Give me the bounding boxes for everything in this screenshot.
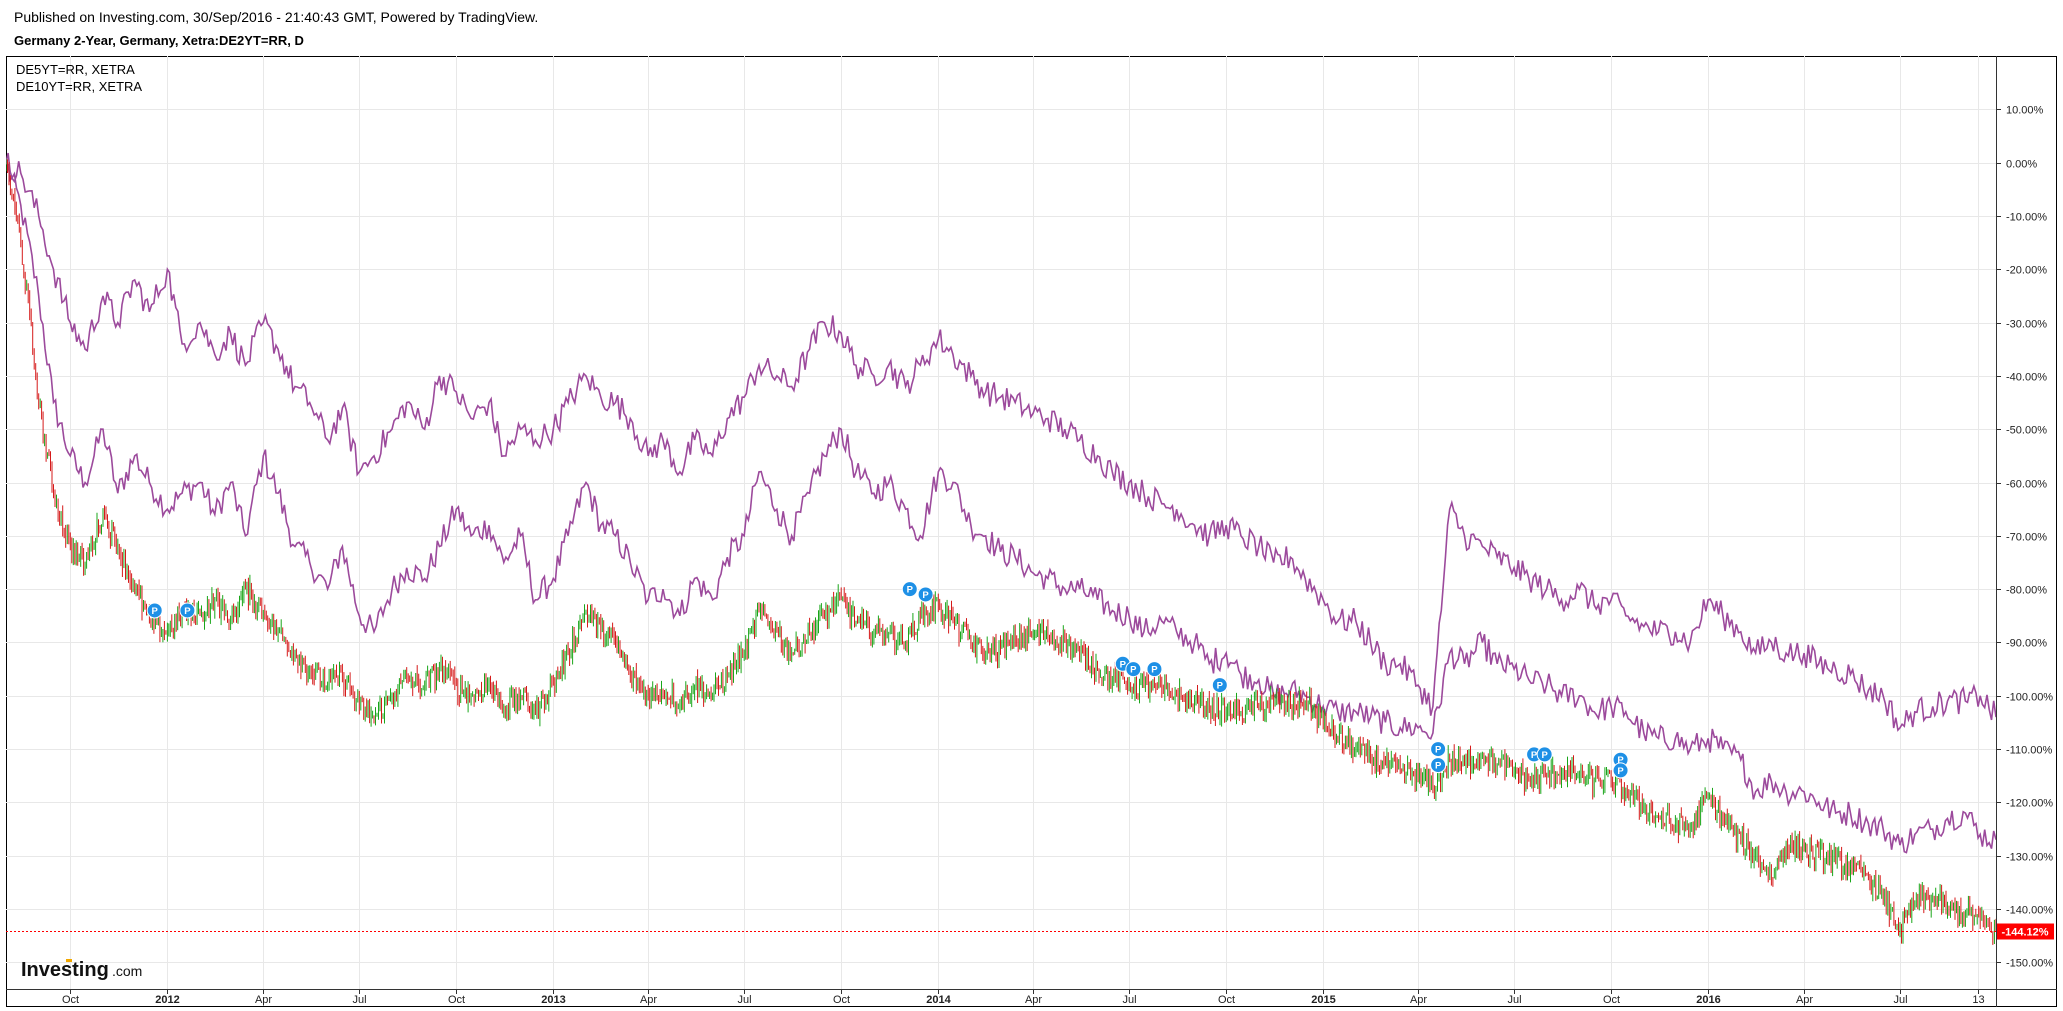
x-tick-label: 13 bbox=[1972, 994, 1984, 1006]
x-tick-label: 2016 bbox=[1696, 994, 1720, 1006]
idea-marker-label: P bbox=[1541, 750, 1548, 761]
chart-grid bbox=[6, 56, 1996, 989]
x-tick-label: 2012 bbox=[155, 994, 179, 1006]
x-tick-label: Apr bbox=[640, 994, 657, 1006]
y-axis: 10.00% 0.00% -10.00% -20.00% -30.00% -40.00% -… bbox=[1996, 105, 2053, 970]
investing-logo: Investing .com bbox=[21, 959, 142, 981]
logo-suffix: .com bbox=[112, 963, 142, 979]
y-tick-label: -100.00% bbox=[2006, 692, 2053, 704]
idea-marker-label: P bbox=[1120, 659, 1127, 670]
x-tick-label: Oct bbox=[62, 994, 79, 1006]
y-tick-label: -150.00% bbox=[2006, 958, 2053, 970]
legend: DE5YT=RR, XETRA DE10YT=RR, XETRA bbox=[16, 62, 142, 94]
x-tick-label: Jul bbox=[1507, 994, 1521, 1006]
idea-marker bbox=[1430, 757, 1447, 774]
x-tick-label: Apr bbox=[255, 994, 272, 1006]
idea-marker bbox=[179, 602, 196, 619]
x-tick-label: Oct bbox=[833, 994, 850, 1006]
y-tick-label: -10.00% bbox=[2006, 212, 2047, 224]
idea-marker-label: P bbox=[1435, 745, 1442, 756]
y-tick-label: -140.00% bbox=[2006, 905, 2053, 917]
x-tick-label: 2013 bbox=[541, 994, 565, 1006]
x-tick-label: Apr bbox=[1410, 994, 1427, 1006]
idea-marker bbox=[1536, 746, 1553, 763]
idea-marker bbox=[917, 586, 934, 603]
idea-marker-label: P bbox=[1617, 766, 1624, 777]
x-tick-label: Jul bbox=[737, 994, 751, 1006]
x-tick-label: Apr bbox=[1025, 994, 1042, 1006]
x-tick-label: Oct bbox=[1603, 994, 1620, 1006]
x-tick-label: Jul bbox=[1893, 994, 1907, 1006]
x-tick-label: Jul bbox=[1122, 994, 1136, 1006]
idea-marker bbox=[146, 602, 163, 619]
idea-marker bbox=[1125, 661, 1142, 678]
x-tick-label: Apr bbox=[1796, 994, 1813, 1006]
x-tick-label: Oct bbox=[448, 994, 465, 1006]
last-price-label: -144.12% bbox=[2001, 927, 2048, 939]
y-tick-label: -70.00% bbox=[2006, 532, 2047, 544]
x-tick-label: 2015 bbox=[1311, 994, 1335, 1006]
y-tick-label: -50.00% bbox=[2006, 425, 2047, 437]
logo-accent bbox=[66, 959, 72, 962]
y-tick-label: -20.00% bbox=[2006, 265, 2047, 277]
y-tick-label: -90.00% bbox=[2006, 638, 2047, 650]
idea-marker bbox=[901, 581, 918, 598]
idea-marker-label: P bbox=[1151, 665, 1158, 676]
x-axis: Oct 2012 Apr Jul Oct 2013 Apr Jul Oct 2014 Apr Jul O… bbox=[62, 989, 1985, 1006]
y-tick-label: -110.00% bbox=[2006, 745, 2052, 757]
published-note: Published on Investing.com, 30/Sep/2016 … bbox=[14, 9, 539, 25]
idea-marker bbox=[1211, 677, 1228, 694]
idea-marker-label: P bbox=[1217, 681, 1224, 692]
idea-marker bbox=[1146, 661, 1163, 678]
idea-marker-label: P bbox=[152, 606, 159, 617]
idea-marker-label: P bbox=[907, 585, 914, 596]
idea-marker-label: P bbox=[1617, 755, 1624, 766]
series-line-de5yt-rr bbox=[6, 162, 1997, 854]
chart-title: Germany 2-Year, Germany, Xetra:DE2YT=RR,… bbox=[14, 33, 304, 48]
idea-marker-label: P bbox=[1130, 665, 1137, 676]
idea-marker bbox=[1612, 762, 1629, 779]
last-price: -144.12% bbox=[6, 923, 2054, 940]
legend-entry: DE10YT=RR, XETRA bbox=[16, 79, 142, 94]
y-tick-label: -80.00% bbox=[2006, 585, 2047, 597]
y-tick-label: -130.00% bbox=[2006, 852, 2053, 864]
idea-marker-label: P bbox=[1435, 761, 1442, 772]
y-tick-label: -60.00% bbox=[2006, 479, 2047, 491]
logo-main: Investing bbox=[21, 959, 109, 981]
y-tick-label: -30.00% bbox=[2006, 319, 2047, 331]
idea-marker-label: P bbox=[922, 590, 929, 601]
y-tick-label: 0.00% bbox=[2006, 159, 2037, 171]
x-tick-label: 2014 bbox=[926, 994, 951, 1006]
idea-marker bbox=[1430, 741, 1447, 758]
last-price-badge bbox=[1997, 923, 2054, 940]
idea-marker-label: P bbox=[184, 606, 191, 617]
y-tick-label: -40.00% bbox=[2006, 372, 2047, 384]
series-line-de10yt-rr bbox=[6, 152, 1997, 732]
x-tick-label: Jul bbox=[352, 994, 366, 1006]
legend-entry: DE5YT=RR, XETRA bbox=[16, 62, 135, 77]
y-tick-label: -120.00% bbox=[2006, 798, 2053, 810]
y-tick-label: 10.00% bbox=[2006, 105, 2044, 117]
idea-marker-label: P bbox=[1531, 750, 1538, 761]
x-tick-label: Oct bbox=[1218, 994, 1235, 1006]
